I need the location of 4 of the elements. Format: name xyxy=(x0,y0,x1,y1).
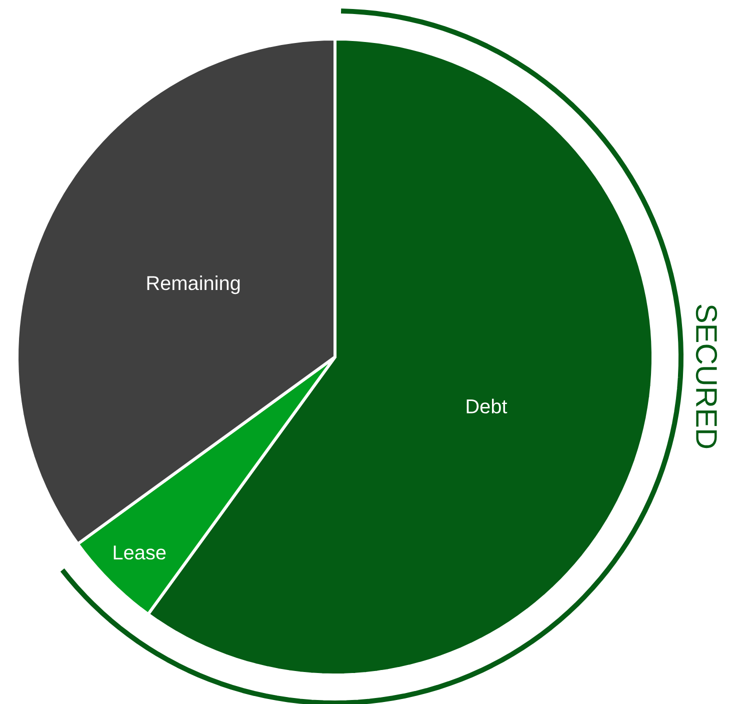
text: SECURED xyxy=(696,304,718,448)
slice-label: Debt xyxy=(466,398,508,414)
slice-label: Lease xyxy=(114,546,166,560)
slice-label: Remaining xyxy=(147,276,240,294)
